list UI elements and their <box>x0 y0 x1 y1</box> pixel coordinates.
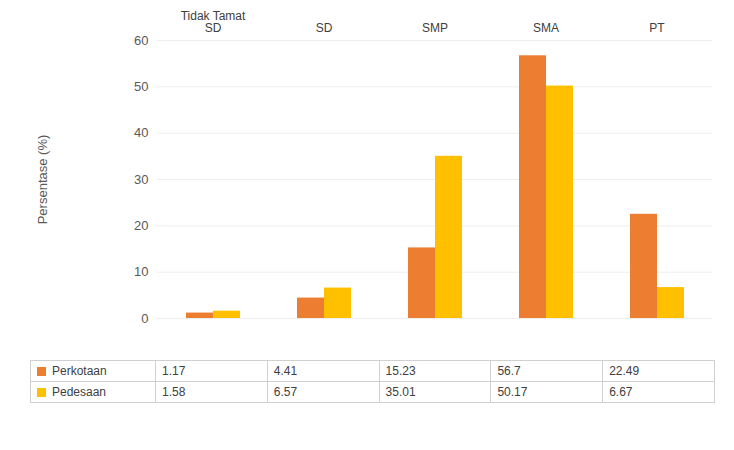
svg-text:Persentase (%): Persentase (%) <box>35 135 50 225</box>
svg-text:0: 0 <box>141 311 148 326</box>
svg-text:Tidak TamatSD: Tidak TamatSD <box>181 9 246 35</box>
html-text:1.17: 1.17 <box>162 364 186 378</box>
html-text:Perkotaan: Perkotaan <box>52 364 107 378</box>
svg-text:PT: PT <box>649 21 665 35</box>
html-text:50.17: 50.17 <box>497 385 528 399</box>
html-text:22.49: 22.49 <box>609 364 640 378</box>
html-text:6.57: 6.57 <box>273 385 298 399</box>
svg-text:60: 60 <box>134 33 148 48</box>
html-text:Pedesaan: Pedesaan <box>52 385 106 399</box>
svg-text:20: 20 <box>134 218 148 233</box>
html-text:4.41: 4.41 <box>273 364 298 378</box>
html-text:15.23: 15.23 <box>385 364 416 378</box>
svg-text:SMA: SMA <box>533 21 559 35</box>
svg-text:30: 30 <box>134 172 148 187</box>
svg-text:50: 50 <box>134 79 148 94</box>
svg-text:SMP: SMP <box>422 21 448 35</box>
svg-text:40: 40 <box>134 125 148 140</box>
svg-text:10: 10 <box>134 264 148 279</box>
html-text:6.67: 6.67 <box>609 385 633 399</box>
html-text:35.01: 35.01 <box>385 385 416 399</box>
svg-text:SD: SD <box>316 21 333 35</box>
html-text:1.58: 1.58 <box>162 385 186 399</box>
html-text:56.7: 56.7 <box>497 364 521 378</box>
